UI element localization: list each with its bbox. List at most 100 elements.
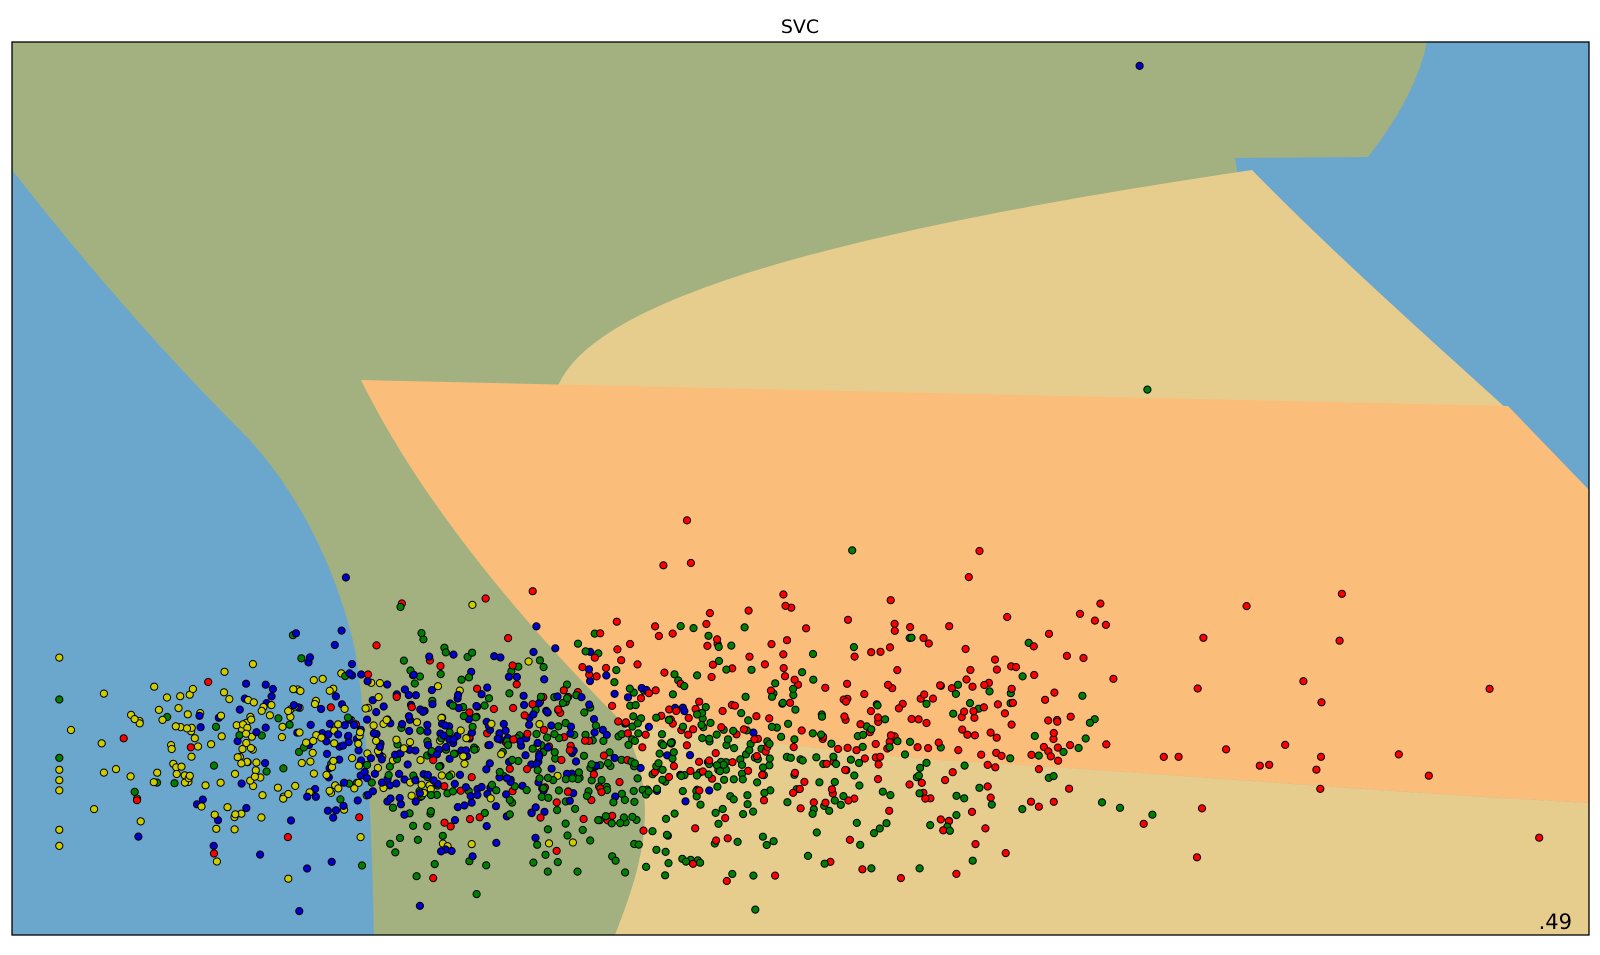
data-point-green: [985, 687, 994, 696]
data-point-red: [446, 822, 455, 831]
data-point-blue: [516, 737, 525, 746]
data-point-green: [1078, 691, 1087, 700]
data-point-red: [905, 780, 914, 789]
data-point-red: [723, 834, 732, 843]
data-point-blue: [461, 783, 470, 792]
data-point-red: [659, 561, 668, 570]
data-point-red: [1003, 612, 1012, 622]
data-point-yellow: [459, 752, 468, 761]
data-point-green: [718, 804, 727, 814]
data-point-blue: [540, 807, 549, 816]
data-point-yellow: [126, 772, 135, 781]
data-point-green: [587, 760, 596, 769]
data-point-red: [636, 694, 646, 703]
data-point-red: [407, 703, 416, 712]
data-point-yellow: [249, 698, 258, 707]
data-point-blue: [531, 803, 540, 812]
data-point-green: [391, 848, 400, 857]
data-point-green: [410, 679, 419, 688]
data-point-red: [644, 689, 654, 698]
data-point-green: [343, 713, 352, 722]
data-point-green: [395, 833, 405, 843]
data-point-green: [825, 806, 834, 815]
data-point-yellow: [210, 810, 219, 819]
data-point-blue: [339, 778, 349, 787]
data-point-yellow: [233, 753, 242, 762]
data-point-red: [1096, 599, 1105, 608]
data-point-green: [739, 810, 748, 819]
data-point-green: [553, 858, 562, 867]
data-point-green: [1006, 754, 1015, 763]
data-point-blue: [485, 740, 494, 750]
data-point-green: [532, 729, 541, 739]
data-point-blue: [295, 907, 304, 916]
data-point-red: [589, 770, 599, 779]
data-point-red: [860, 754, 870, 763]
data-point-green: [758, 763, 768, 772]
data-point-blue: [411, 776, 420, 785]
data-point-green: [701, 703, 710, 712]
data-point-yellow: [322, 770, 331, 780]
data-point-red: [204, 677, 213, 687]
data-point-blue: [1135, 61, 1144, 71]
data-point-red: [557, 755, 566, 765]
data-point-red: [991, 763, 1000, 772]
data-point-blue: [415, 789, 424, 798]
data-point-blue: [491, 802, 501, 811]
data-point-green: [430, 860, 439, 869]
data-point-green: [852, 818, 861, 828]
data-point-green: [599, 736, 608, 746]
data-point-green: [953, 680, 963, 689]
data-point-green: [945, 826, 955, 835]
data-point-green: [693, 671, 702, 680]
data-point-red: [475, 813, 484, 822]
data-point-red: [886, 731, 896, 740]
data-point-green: [1034, 751, 1043, 760]
data-point-blue: [404, 712, 413, 721]
data-point-yellow: [544, 839, 554, 848]
data-point-red: [596, 629, 605, 638]
data-point-red: [440, 782, 449, 791]
data-point-yellow: [412, 718, 422, 727]
data-point-red: [948, 768, 957, 777]
data-point-green: [279, 764, 288, 773]
data-point-green: [745, 746, 754, 755]
data-point-red: [209, 849, 219, 858]
data-point-red: [554, 705, 563, 714]
data-point-green: [907, 633, 916, 642]
data-point-green: [743, 791, 752, 800]
data-point-red: [885, 643, 895, 652]
data-point-yellow: [212, 824, 221, 833]
data-point-red: [654, 631, 664, 641]
data-point-yellow: [185, 771, 194, 780]
data-point-green: [820, 859, 829, 868]
data-point-red: [559, 686, 568, 695]
data-point-green: [689, 624, 698, 633]
data-point-green: [553, 806, 562, 815]
data-point-red: [947, 684, 957, 693]
data-point-green: [661, 814, 671, 824]
data-point-green: [297, 654, 306, 663]
data-point-blue: [337, 626, 346, 635]
data-point-blue: [449, 735, 458, 744]
data-point-green: [657, 730, 667, 739]
data-point-blue: [565, 796, 574, 805]
data-point-green: [581, 647, 590, 656]
data-point-red: [617, 656, 626, 665]
data-point-yellow: [55, 841, 64, 851]
data-point-green: [751, 905, 760, 914]
data-point-green: [396, 602, 405, 612]
data-point-blue: [493, 734, 502, 743]
data-point-blue: [502, 790, 511, 799]
data-point-green: [968, 856, 977, 865]
data-point-green: [426, 807, 435, 816]
data-point-red: [765, 714, 774, 723]
data-point-red: [392, 692, 401, 702]
data-point-red: [786, 698, 795, 707]
data-point-blue: [134, 832, 143, 841]
data-point-red: [686, 558, 696, 568]
data-point-red: [924, 639, 933, 648]
data-point-green: [677, 771, 686, 781]
data-point-red: [983, 760, 992, 770]
data-point-blue: [504, 672, 513, 681]
